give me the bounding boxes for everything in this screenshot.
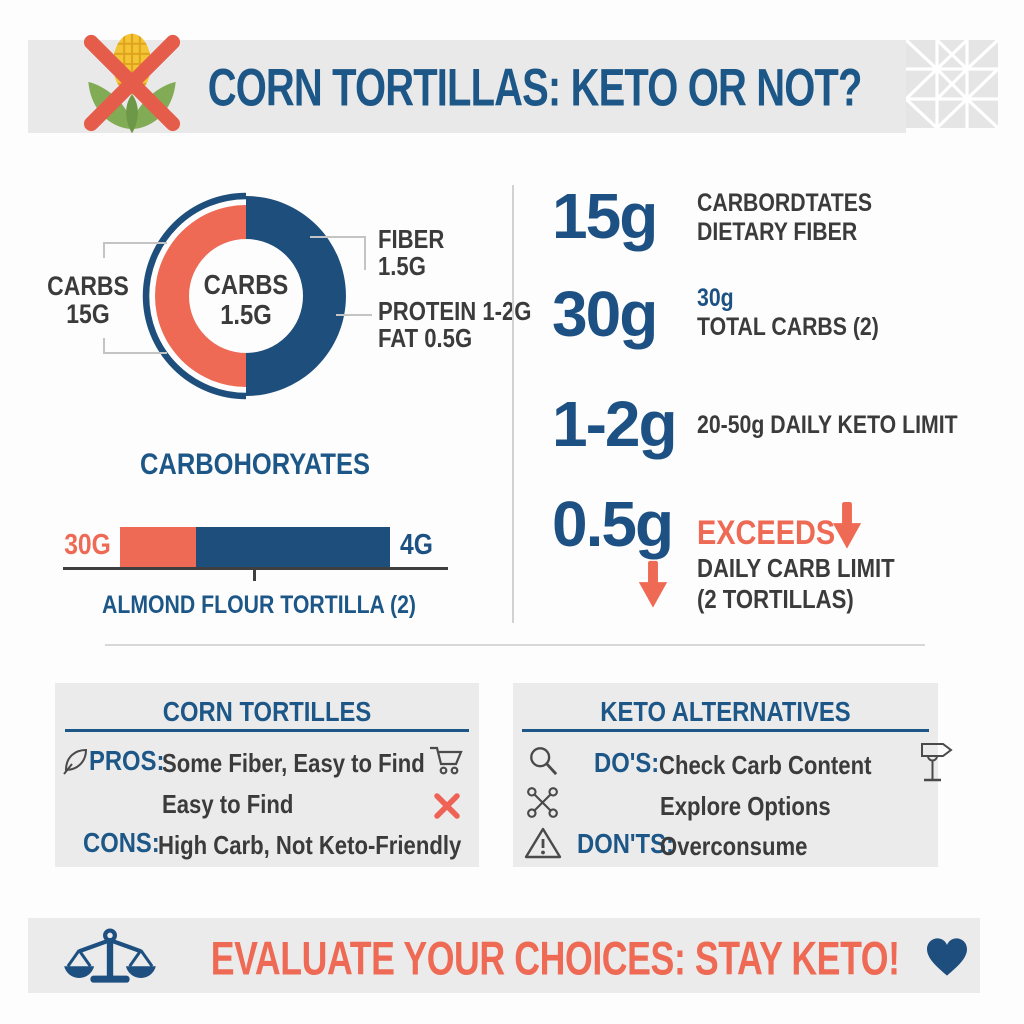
callout-line-fiber (310, 236, 366, 270)
cons-label: CONS: (83, 827, 160, 858)
bar-right-value: 4G (400, 529, 433, 561)
donut-coral-half (155, 205, 246, 387)
stat-label-4: DAILY CARB LIMIT (2 TORTILLAS) (697, 553, 895, 614)
donut-outer-arc (142, 192, 247, 400)
donut-caption: CARBOHORYATES (139, 448, 371, 481)
donut-chart (139, 188, 355, 404)
page-title-text: CORN TORTILLAS: KETO OR NOT? (207, 57, 863, 117)
stat-value-3: 1-2g (552, 388, 678, 460)
stat-value-2: 30g (552, 278, 658, 350)
callout-line-protein (336, 314, 372, 316)
callout-bracket-bottom (103, 338, 167, 354)
pros-text-2: Easy to Find (162, 789, 294, 819)
warning-triangle-icon (524, 826, 562, 860)
bar-axis-tick (253, 570, 256, 581)
bar-left-value: 30G (64, 529, 111, 561)
bar-axis-line (63, 567, 448, 570)
horizontal-divider (105, 644, 925, 646)
footer-title: EVALUATE YOUR CHOICES: STAY KETO! (210, 932, 900, 985)
footer-band (28, 918, 980, 993)
keto-box-title: KETO ALTERNATIVES (600, 696, 851, 727)
shopping-cart-icon (429, 743, 465, 777)
stat-label-1: CARBORDTATES DIETARY FIBER (697, 189, 873, 246)
keto-box (513, 683, 938, 867)
down-arrow-icon (828, 502, 866, 550)
donut-center-label: CARBS 1.5G (203, 269, 289, 330)
network-icon (526, 786, 559, 819)
keto-box-rule (522, 729, 929, 732)
heart-icon (925, 937, 969, 977)
bar-caption: ALMOND FLOUR TORTILLA (2) (102, 591, 416, 619)
stat-label-2: TOTAL CARBS (2) (697, 313, 879, 341)
red-x-icon (433, 792, 461, 820)
geometric-pattern (906, 40, 998, 128)
search-icon (528, 744, 558, 778)
donut-protein-callout: PROTEIN 1-2G FAT 0.5G (378, 296, 532, 353)
donts-text: Overconsume (660, 831, 808, 861)
dos-text: Check Carb Content (659, 750, 872, 780)
pros-cons-box-title: CORN TORTILLES (162, 696, 372, 727)
stat-value-1: 15g (552, 180, 658, 252)
pros-cons-box-rule (65, 729, 469, 732)
stat-label-3: 20-50g DAILY KETO LIMIT (697, 411, 958, 439)
page-title: CORN TORTILLAS: KETO OR NOT? (150, 56, 890, 116)
down-arrow-icon (636, 560, 670, 610)
bar-segment-blue (196, 527, 390, 568)
pros-text: Some Fiber, Easy to Find (162, 748, 425, 778)
signpost-arrow-icon (918, 738, 954, 786)
leaf-icon (63, 747, 89, 775)
vertical-divider (512, 185, 514, 623)
stat-highlight-4: EXCEEDS (697, 514, 836, 552)
dos-text-2: Explore Options (660, 791, 831, 821)
balance-scale-icon (62, 927, 158, 985)
stat-sub-value-2: 30g (697, 284, 734, 312)
dos-label: DO'S: (594, 747, 660, 778)
donut-fiber-callout: FIBER 1.5G (378, 224, 445, 281)
bar-segment-coral (120, 527, 196, 568)
pros-label: PROS: (89, 745, 165, 776)
cons-text: High Carb, Not Keto-Friendly (158, 830, 462, 860)
stat-value-4: 0.5g (552, 488, 674, 560)
pros-cons-box (55, 683, 479, 867)
callout-bracket-top (103, 242, 167, 258)
donut-left-callout: CARBS 15G (47, 271, 129, 329)
donts-label: DON'TS: (577, 828, 674, 859)
donut-blue-half (246, 196, 346, 396)
corn-crossed-out-icon (76, 26, 188, 140)
